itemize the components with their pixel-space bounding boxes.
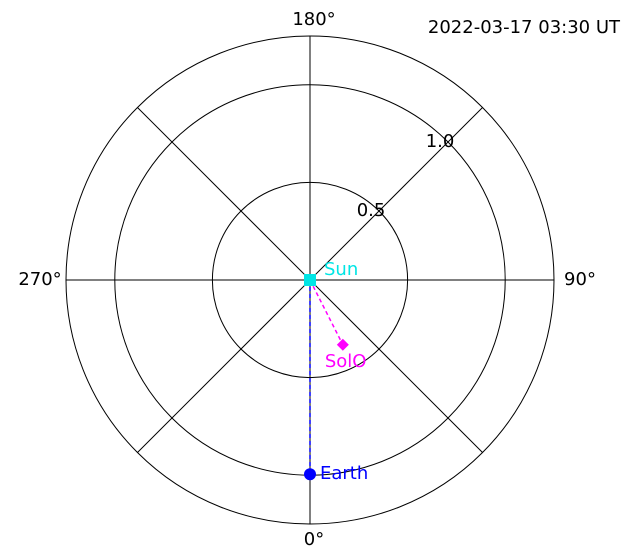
point-label: Earth bbox=[320, 463, 368, 484]
marker bbox=[304, 274, 316, 286]
spoke bbox=[137, 279, 311, 453]
spoke bbox=[137, 107, 311, 281]
marker bbox=[336, 338, 349, 351]
r-ring bbox=[211, 181, 409, 379]
point-label: SolO bbox=[325, 351, 367, 372]
chart-title: 2022-03-17 03:30 UT bbox=[428, 17, 621, 38]
r-tick-label: 0.5 bbox=[357, 200, 386, 221]
outer-circle bbox=[65, 35, 555, 525]
connector bbox=[309, 279, 344, 346]
spoke bbox=[309, 279, 483, 453]
point-label: Sun bbox=[324, 259, 358, 280]
marker bbox=[304, 468, 316, 481]
theta-tick-label: 180° bbox=[292, 9, 335, 30]
spoke bbox=[309, 107, 483, 281]
theta-tick-label: 270° bbox=[18, 269, 61, 290]
theta-tick-label: 0° bbox=[304, 529, 324, 550]
r-tick-label: 1.0 bbox=[426, 131, 455, 152]
theta-tick-label: 90° bbox=[564, 269, 596, 290]
